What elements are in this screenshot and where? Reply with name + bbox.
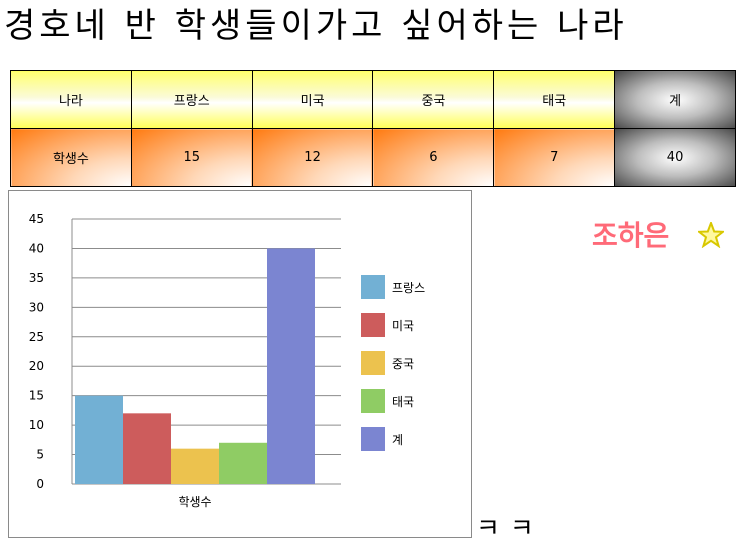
legend-label: 프랑스 <box>392 281 425 295</box>
bar-3 <box>171 448 219 484</box>
header-cell-france: 프랑스 <box>130 70 253 129</box>
y-tick-label: 0 <box>36 477 44 491</box>
data-table: 나라 프랑스 미국 중국 태국 계 학생수 15 12 6 7 40 <box>10 70 736 187</box>
bar-4 <box>219 442 267 484</box>
author-name: 조하은 <box>592 219 670 252</box>
legend-swatch <box>361 427 385 451</box>
x-category-label: 학생수 <box>178 495 211 509</box>
value-cell-china: 6 <box>372 128 495 187</box>
legend-swatch <box>361 313 385 337</box>
legend-swatch <box>361 275 385 299</box>
y-tick-label: 5 <box>36 448 44 462</box>
header-cell-usa: 미국 <box>251 70 374 129</box>
legend-swatch <box>361 389 385 413</box>
legend-label: 미국 <box>392 319 414 333</box>
page-title: 경호네 반 학생들이가고 싶어하는 나라 <box>4 6 628 46</box>
legend-label: 중국 <box>392 357 414 371</box>
star-icon <box>698 222 724 248</box>
header-cell-total: 계 <box>614 70 736 129</box>
y-tick-label: 45 <box>29 212 44 226</box>
y-tick-label: 25 <box>29 330 44 344</box>
y-tick-label: 40 <box>29 241 44 255</box>
value-cell-thailand: 7 <box>493 128 616 187</box>
table-header-row: 나라 프랑스 미국 중국 태국 계 <box>10 70 736 129</box>
value-cell-total: 40 <box>614 128 736 187</box>
table-value-row: 학생수 15 12 6 7 40 <box>10 128 736 187</box>
bar-1 <box>75 395 123 484</box>
value-cell-usa: 12 <box>251 128 374 187</box>
header-cell-china: 중국 <box>372 70 495 129</box>
bar-5 <box>267 248 315 484</box>
y-tick-label: 20 <box>29 359 44 373</box>
header-cell-country: 나라 <box>10 70 132 129</box>
y-tick-label: 15 <box>29 389 44 403</box>
y-tick-label: 35 <box>29 271 44 285</box>
footer-text: ㅋㅋ <box>476 514 544 544</box>
legend-label: 계 <box>392 433 403 447</box>
bar-2 <box>123 413 171 484</box>
value-cell-label: 학생수 <box>10 128 132 187</box>
y-tick-label: 10 <box>29 418 44 432</box>
value-cell-france: 15 <box>130 128 253 187</box>
legend-swatch <box>361 351 385 375</box>
legend-label: 태국 <box>392 395 414 409</box>
y-tick-label: 30 <box>29 300 44 314</box>
header-cell-thailand: 태국 <box>493 70 616 129</box>
